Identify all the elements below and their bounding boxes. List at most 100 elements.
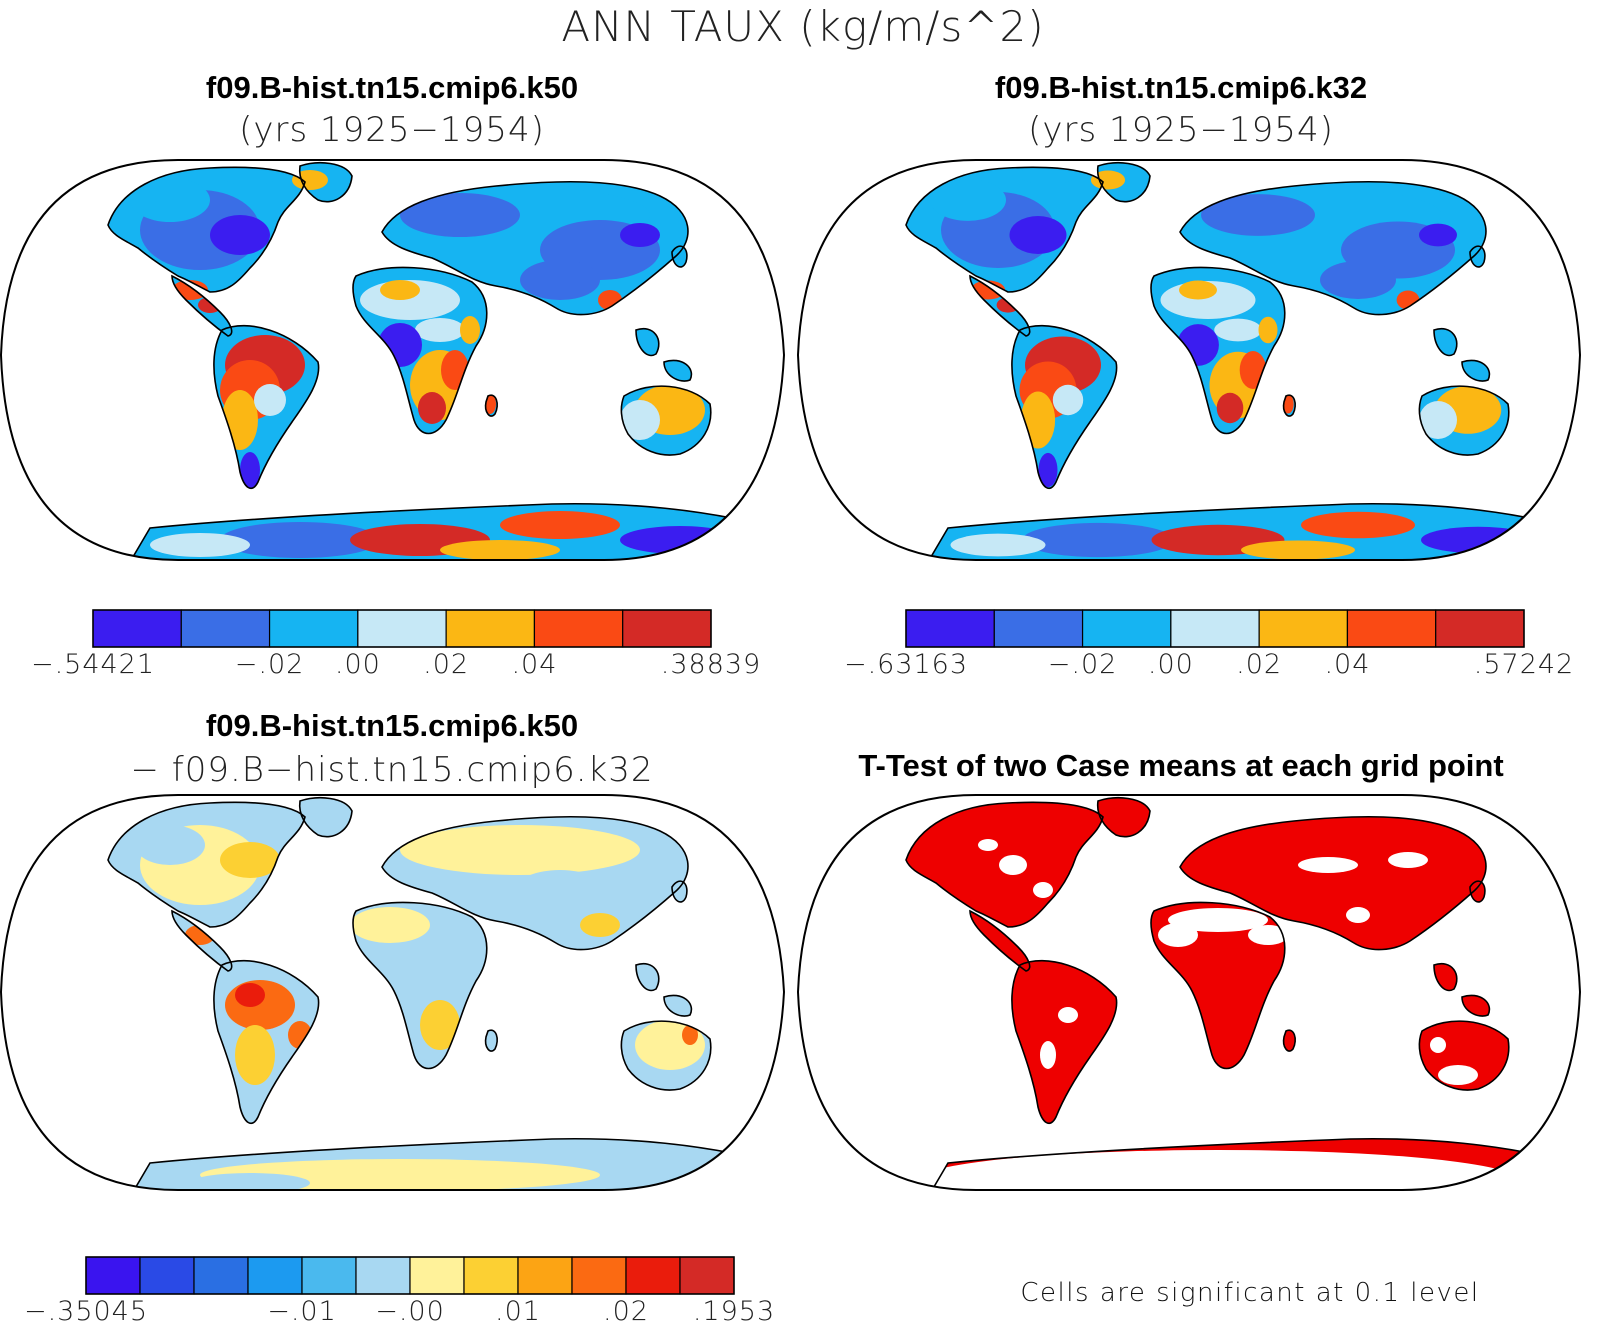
colorbar-tick-label: −.02 <box>234 649 305 680</box>
coastline-ca <box>969 909 1031 972</box>
coastline-png <box>1461 994 1491 1017</box>
map-frame-k32 <box>796 159 1582 561</box>
coastline-jp <box>671 245 688 268</box>
colorbar-swatch <box>301 1256 357 1295</box>
panel-k32-title: f09.B-hist.tn15.cmip6.k32 <box>994 70 1368 105</box>
value-patch <box>1216 392 1244 424</box>
coastline-an <box>926 502 1560 560</box>
map-ttest <box>798 795 1580 1190</box>
value-patch <box>510 870 610 920</box>
value-patch <box>620 526 740 554</box>
colorbar-tick-label: −.01 <box>267 1296 337 1327</box>
value-patch <box>1419 223 1457 247</box>
colorbar-swatch <box>445 609 536 648</box>
colorbar-swatch <box>139 1256 195 1295</box>
colorbar-swatch <box>409 1256 465 1295</box>
value-patch <box>1022 522 1174 558</box>
coastline-gl <box>1096 162 1151 203</box>
colorbar-swatch <box>355 1256 411 1295</box>
colorbar-tick-label: .02 <box>423 649 470 680</box>
colorbar-swatch <box>85 1256 141 1295</box>
colorbar-tick-label: −.00 <box>375 1296 445 1327</box>
value-patch <box>1040 1041 1056 1069</box>
panel-k50-title: f09.B-hist.tn15.cmip6.k50 <box>205 70 579 105</box>
value-patch <box>415 318 465 342</box>
colorbar-swatch <box>533 609 624 648</box>
coastline-eu <box>381 815 689 951</box>
coastline-ca <box>969 274 1031 337</box>
colorbar-swatch <box>463 1256 519 1295</box>
colorbar-tick-label: −.54421 <box>30 649 156 680</box>
coastline-mg <box>484 1029 498 1052</box>
map-frame-diff <box>0 794 786 1191</box>
value-patch <box>400 825 640 875</box>
value-patch <box>460 316 480 344</box>
colorbar-k50 <box>92 609 712 648</box>
coastline-au <box>1418 385 1510 456</box>
colorbar-border <box>92 609 712 648</box>
colorbar-swatch <box>92 609 182 648</box>
coastline-ind <box>1433 327 1458 357</box>
coastline-na <box>905 166 1104 293</box>
value-patch <box>1168 908 1268 932</box>
value-patch <box>190 1173 310 1190</box>
map-diff <box>1 795 784 1190</box>
colorbar-k32 <box>905 609 1525 648</box>
coastline-ind <box>635 962 660 992</box>
colorbar-swatch <box>625 1256 681 1295</box>
colorbar-swatch <box>193 1256 249 1295</box>
value-patch <box>210 215 270 255</box>
value-patch <box>390 951 450 979</box>
coastline-jp <box>671 880 688 903</box>
coastline-mg <box>1282 1029 1296 1052</box>
coastline-na <box>905 801 1104 928</box>
value-patch <box>1058 1007 1078 1023</box>
value-patch <box>1019 165 1077 185</box>
coastline-af <box>352 266 488 435</box>
colorbar-swatch <box>247 1256 303 1295</box>
value-patch <box>950 533 1046 557</box>
colorbar-tick-label: .01 <box>495 1296 541 1327</box>
colorbar-swatch <box>993 609 1084 648</box>
value-patch <box>930 179 1006 221</box>
coastline-af <box>352 901 488 1070</box>
value-patch <box>292 170 328 190</box>
colorbar-tick-label: −.35045 <box>23 1296 149 1327</box>
coastline-eu <box>1179 815 1487 951</box>
colorbar-border <box>85 1256 735 1295</box>
colorbar-swatch <box>357 609 447 648</box>
colorbar-tick-label: .1953 <box>692 1296 776 1327</box>
coastline-na <box>107 166 306 293</box>
value-patch <box>1038 452 1058 488</box>
colorbar-swatch <box>268 609 359 648</box>
coastline-gl <box>298 162 353 203</box>
panel-k32-subtitle: (yrs 1925−1954) <box>1028 110 1334 150</box>
value-patch <box>999 855 1027 875</box>
map-frame-k50 <box>0 159 786 561</box>
value-patch <box>1430 1037 1446 1053</box>
ttest-footnote: Cells are significant at 0.1 level <box>1020 1278 1480 1308</box>
value-patch <box>978 839 998 851</box>
coastline-gl <box>298 797 353 838</box>
colorbar-swatch <box>1258 609 1349 648</box>
coastline-au <box>1418 1020 1510 1091</box>
value-patch <box>350 907 430 943</box>
value-patch <box>1241 540 1355 560</box>
value-patch <box>1248 925 1288 945</box>
colorbar-diff <box>85 1256 735 1295</box>
value-patch <box>418 392 446 424</box>
value-patch <box>1301 511 1415 539</box>
coastline-mg <box>1282 394 1296 417</box>
coastline-png <box>1461 359 1491 382</box>
colorbar-swatch <box>1081 609 1172 648</box>
colorbar-tick-label: −.02 <box>1047 649 1118 680</box>
panel-diff-title: f09.B-hist.tn15.cmip6.k50 <box>205 708 579 743</box>
value-patch <box>1421 526 1535 554</box>
coastline-an <box>128 1137 762 1190</box>
value-patch <box>620 400 660 440</box>
colorbar-swatch <box>1435 609 1525 648</box>
value-patch <box>1033 882 1053 898</box>
value-patch <box>380 280 420 300</box>
value-patch <box>1258 316 1278 344</box>
